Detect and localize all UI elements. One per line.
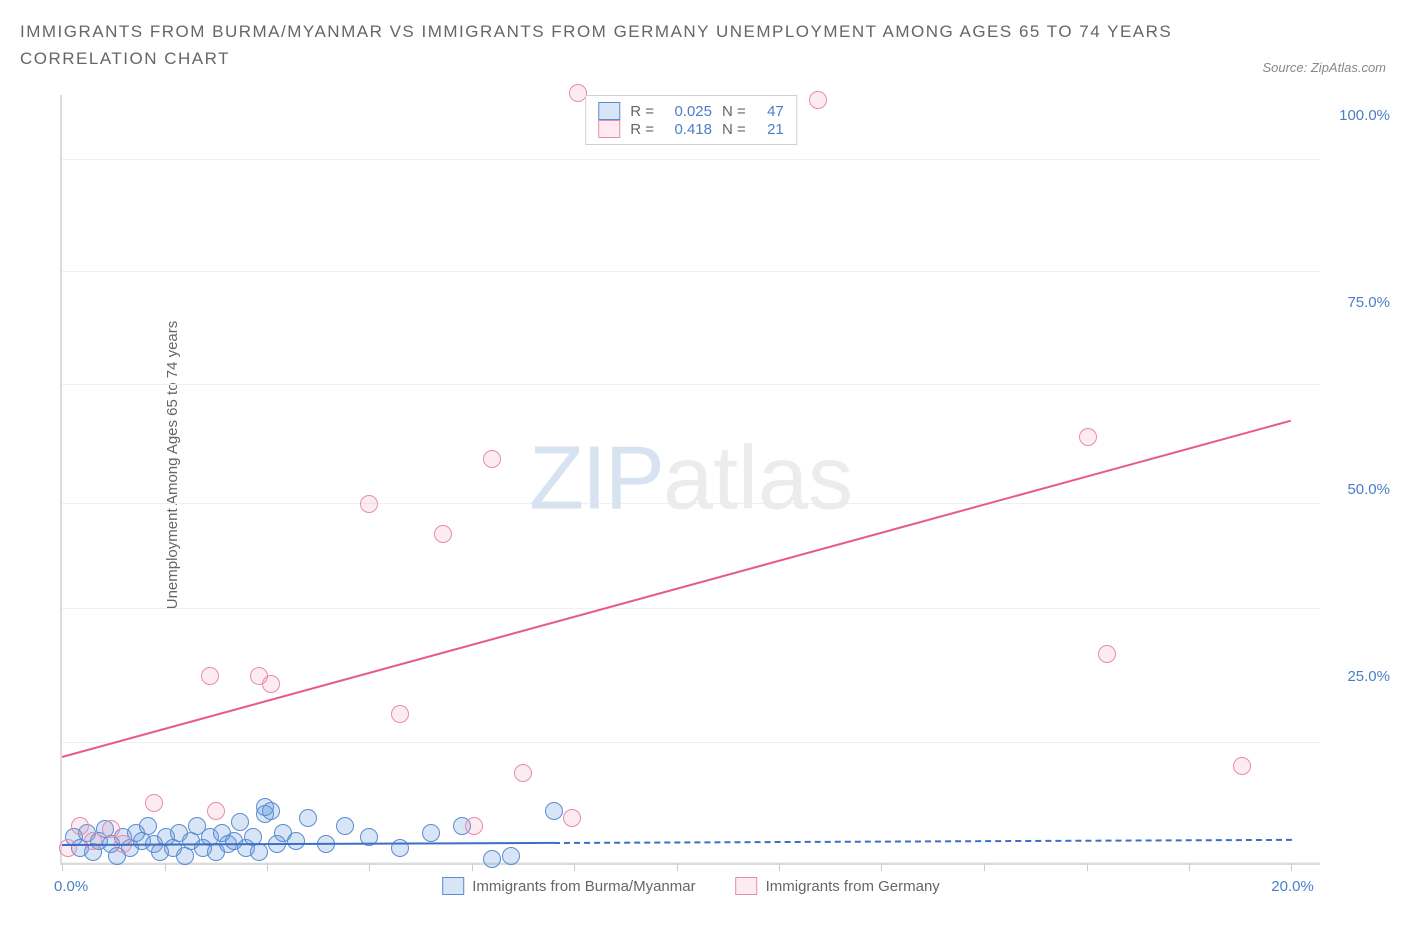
scatter-point: [59, 839, 77, 857]
scatter-point: [483, 450, 501, 468]
scatter-point: [1079, 428, 1097, 446]
x-tick-label: 0.0%: [54, 878, 88, 895]
x-tick: [472, 863, 473, 871]
y-tick-label: 75.0%: [1347, 294, 1390, 311]
watermark: ZIPatlas: [529, 428, 853, 531]
legend-swatch-series2: [598, 120, 620, 138]
legend-label-2: Immigrants from Germany: [766, 878, 940, 895]
scatter-point: [1233, 757, 1251, 775]
scatter-point: [422, 824, 440, 842]
legend-r-value-2: 0.418: [664, 121, 712, 138]
x-tick: [165, 863, 166, 871]
gridline-h: [62, 862, 1320, 863]
chart-title-block: IMMIGRANTS FROM BURMA/MYANMAR VS IMMIGRA…: [20, 18, 1386, 72]
scatter-point: [563, 809, 581, 827]
x-tick: [1087, 863, 1088, 871]
legend-n-value-1: 47: [756, 103, 784, 120]
y-tick-label: 100.0%: [1339, 107, 1390, 124]
scatter-point: [514, 764, 532, 782]
gridline-h: [62, 159, 1320, 160]
legend-n-label: N =: [722, 121, 746, 138]
scatter-point: [391, 705, 409, 723]
legend-r-label: R =: [630, 103, 654, 120]
y-tick-label: 50.0%: [1347, 481, 1390, 498]
scatter-point: [336, 817, 354, 835]
legend-swatch-2: [736, 877, 758, 895]
scatter-point: [483, 850, 501, 868]
x-tick: [677, 863, 678, 871]
scatter-point: [145, 794, 163, 812]
scatter-point: [139, 817, 157, 835]
correlation-legend: R = 0.025 N = 47 R = 0.418 N = 21: [585, 95, 797, 145]
legend-swatch-series1: [598, 102, 620, 120]
x-tick: [1189, 863, 1190, 871]
x-tick: [267, 863, 268, 871]
legend-label-1: Immigrants from Burma/Myanmar: [472, 878, 695, 895]
x-tick-label: 20.0%: [1271, 878, 1314, 895]
chart-title-line2: CORRELATION CHART: [20, 45, 1386, 72]
series-legend: Immigrants from Burma/Myanmar Immigrants…: [442, 877, 940, 895]
scatter-point: [502, 847, 520, 865]
x-tick: [779, 863, 780, 871]
legend-item-2: Immigrants from Germany: [736, 877, 940, 895]
gridline-h: [62, 271, 1320, 272]
scatter-point: [71, 817, 89, 835]
scatter-point: [256, 798, 274, 816]
gridline-h: [62, 742, 1320, 743]
scatter-point: [809, 91, 827, 109]
scatter-point: [1098, 645, 1116, 663]
legend-r-value-1: 0.025: [664, 103, 712, 120]
legend-row-series2: R = 0.418 N = 21: [598, 120, 784, 138]
x-tick: [62, 863, 63, 871]
scatter-point: [262, 675, 280, 693]
trend-line: [554, 839, 1292, 844]
legend-item-1: Immigrants from Burma/Myanmar: [442, 877, 695, 895]
gridline-h: [62, 503, 1320, 504]
x-tick: [984, 863, 985, 871]
x-tick: [1291, 863, 1292, 871]
legend-r-label: R =: [630, 121, 654, 138]
x-tick: [881, 863, 882, 871]
scatter-point: [545, 802, 563, 820]
gridline-h: [62, 384, 1320, 385]
legend-row-series1: R = 0.025 N = 47: [598, 102, 784, 120]
watermark-zip: ZIP: [529, 429, 663, 529]
legend-swatch-1: [442, 877, 464, 895]
trend-line: [62, 420, 1292, 758]
scatter-point: [102, 820, 120, 838]
watermark-atlas: atlas: [663, 429, 853, 529]
x-tick: [574, 863, 575, 871]
legend-n-label: N =: [722, 103, 746, 120]
chart-title-line1: IMMIGRANTS FROM BURMA/MYANMAR VS IMMIGRA…: [20, 18, 1386, 45]
scatter-chart: ZIPatlas R = 0.025 N = 47 R = 0.418 N = …: [60, 95, 1320, 865]
scatter-point: [434, 525, 452, 543]
scatter-point: [207, 802, 225, 820]
gridline-h: [62, 608, 1320, 609]
scatter-point: [231, 813, 249, 831]
legend-n-value-2: 21: [756, 121, 784, 138]
scatter-point: [287, 832, 305, 850]
source-attribution: Source: ZipAtlas.com: [1262, 60, 1386, 75]
y-tick-label: 25.0%: [1347, 668, 1390, 685]
scatter-point: [360, 495, 378, 513]
scatter-point: [201, 667, 219, 685]
x-tick: [369, 863, 370, 871]
scatter-point: [250, 843, 268, 861]
scatter-point: [84, 832, 102, 850]
scatter-point: [465, 817, 483, 835]
scatter-point: [299, 809, 317, 827]
